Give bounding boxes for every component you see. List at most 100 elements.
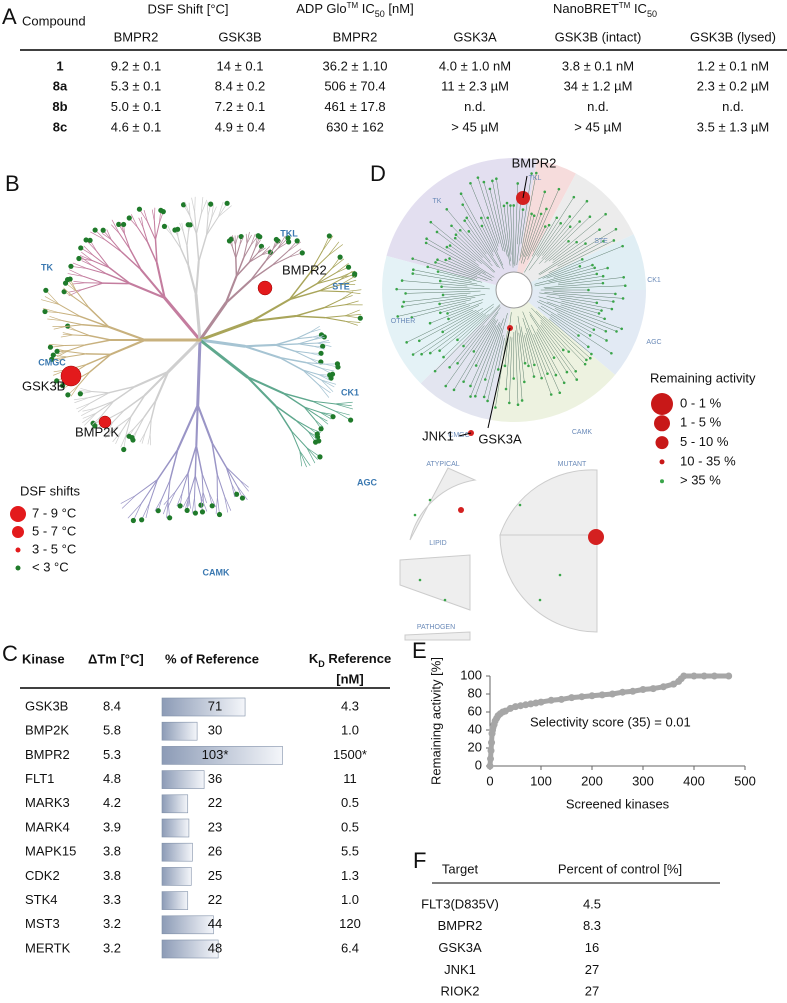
column-header: GSK3A [453,29,497,44]
kinase-dot [258,243,265,249]
target-name: JNK1 [444,962,476,977]
kinase-dot [577,334,580,337]
header-part: TM [347,1,359,10]
kinase-dot [505,201,509,205]
branch [79,315,110,328]
branch [426,242,492,279]
branch [96,251,110,269]
branch [530,324,557,376]
kinase-dot [462,380,465,383]
table-cell: 8.3 [583,918,601,933]
legend-marker [655,436,669,450]
data-point [659,683,667,691]
branch [320,367,335,372]
kinase-dot [615,330,618,333]
branch [519,172,537,261]
panel-label: C [2,641,18,666]
kinase-dot [216,511,223,518]
kinase-dot [428,498,432,502]
branch [539,292,614,302]
clade-label: TK [41,262,53,272]
kinase-dot [224,200,230,206]
branch [82,324,110,328]
x-tick-label: 0 [486,773,493,788]
table-cell: 5.0 ± 0.1 [111,99,162,114]
branch [308,357,319,364]
branch [334,403,354,410]
kinase-dot [512,377,515,380]
kinase-dot [187,222,193,228]
branch [149,433,152,446]
kinase-dot [420,352,423,356]
branch [520,326,529,366]
group-label: CK1 [647,277,661,284]
branch [162,500,169,515]
y-tick-label: 20 [468,739,482,754]
branch [82,408,96,412]
branch [120,495,137,504]
branch [539,299,617,332]
branch [334,410,350,416]
branch [288,272,311,301]
branch [109,338,147,356]
branch [82,412,97,419]
branch [339,270,356,278]
branch [532,224,550,257]
kinase-dot [561,348,565,352]
branch [524,217,557,273]
table-cell: 8.4 [103,698,121,713]
kinase-dot [575,240,578,244]
kinase-dot [87,237,93,243]
kinase-dot [588,215,592,219]
kinase-name: BMPR2 [25,747,70,762]
branch [288,290,321,301]
branch [73,334,91,337]
branch [211,204,214,219]
kinase-dot [429,220,433,224]
kinase-dot [516,403,520,407]
kinase-dot [593,266,596,270]
branch [176,492,183,507]
clade-label: STE [332,281,350,291]
branch [426,238,486,274]
kinase-dot [452,388,456,392]
reference-bar [161,794,189,814]
kinase-dot [621,244,624,248]
kinase-dot [413,513,417,517]
branch [139,432,146,443]
branch [64,344,86,347]
branch [515,330,519,405]
kinase-dot [155,508,161,514]
kinase-dot [533,363,536,367]
branch [343,289,362,293]
branch [41,299,60,305]
branch [455,234,496,273]
kinase-dot [590,352,593,356]
column-header: Percent of control [%] [558,861,682,876]
x-axis-label: Screened kinases [566,796,670,811]
group-label: MUTANT [558,461,587,468]
branch [340,291,354,300]
column-header: GSK3B (intact) [555,29,642,44]
branch [505,336,511,390]
branch [435,262,488,281]
kinase-dot [486,399,489,403]
branch [545,216,591,260]
branch [91,260,110,269]
branch [195,444,203,475]
kinase-dot [558,391,562,395]
branch [205,216,219,236]
table-cell: 0.5 [341,795,359,810]
table-cell: 25 [208,868,222,883]
kinase-dot [516,182,520,185]
kinase-name: BMP2K [25,723,69,738]
branch [521,213,532,257]
branch [492,180,508,257]
kinase-dot [83,237,89,243]
kinase-dot [461,203,465,206]
branch [483,312,508,397]
kinase-dot [65,392,71,398]
header-part: TM [619,1,631,10]
branch [503,205,511,262]
branch [141,432,146,444]
